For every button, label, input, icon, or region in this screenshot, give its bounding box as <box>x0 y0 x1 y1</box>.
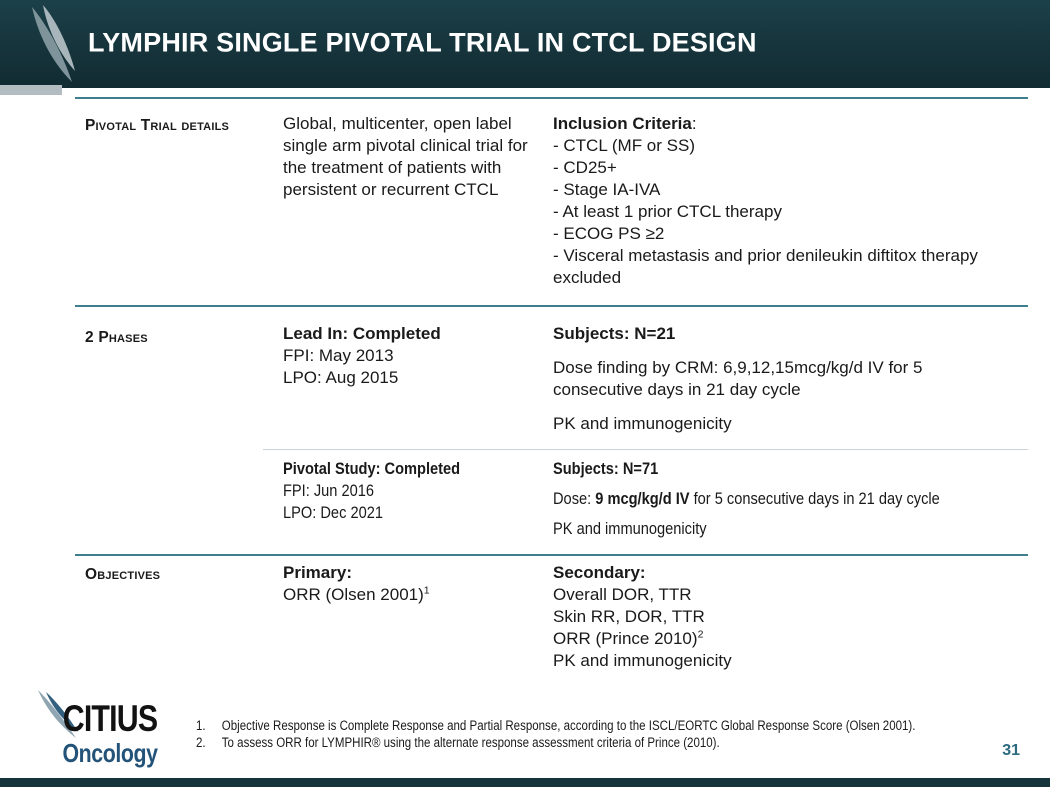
citius-logo: CITIUS Oncology <box>20 690 200 768</box>
pivotal-study-timeline: Pivotal Study: Completed FPI: Jun 2016 L… <box>283 458 553 540</box>
phase-divider <box>263 449 1028 450</box>
trial-description: Global, multicenter, open label single a… <box>283 114 528 199</box>
lead-in-subjects: Subjects: N=21 <box>553 324 676 343</box>
pivotal-study-details: Subjects: N=71 Dose: 9 mcg/kg/d IV for 5… <box>553 458 1028 540</box>
citius-logo-name: CITIUS <box>62 698 158 739</box>
pivotal-study-fpi: FPI: Jun 2016 <box>283 481 375 500</box>
footnote-number: 1. <box>196 718 206 733</box>
lead-in-phase: Lead In: Completed FPI: May 2013 LPO: Au… <box>283 307 1028 449</box>
lead-in-lpo: LPO: Aug 2015 <box>283 368 399 387</box>
table-row-pivotal-trial-details: Pivotal Trial details Global, multicente… <box>75 99 1028 305</box>
divider <box>75 97 1028 99</box>
page-number: 31 <box>1002 742 1020 759</box>
pivotal-study-subjects: Subjects: N=71 <box>553 459 659 478</box>
inclusion-criteria-heading: Inclusion Criteria: <box>553 114 697 133</box>
pivotal-study-title: Pivotal Study: Completed <box>283 459 461 478</box>
footnote: 2. To assess ORR for LYMPHIR® using the … <box>196 735 936 752</box>
inclusion-item: - CTCL (MF or SS) <box>553 136 695 155</box>
table-row-objectives: Objectives Primary: ORR (Olsen 2001)1 Se… <box>75 556 1028 682</box>
row-label: Pivotal Trial details <box>85 117 230 134</box>
citius-logo-subtitle: Oncology <box>62 738 158 768</box>
lead-in-dose: Dose finding by CRM: 6,9,12,15mcg/kg/d I… <box>553 358 923 399</box>
secondary-orr: ORR (Prince 2010)2 <box>553 628 704 648</box>
footnote-text: To assess ORR for LYMPHIR® using the alt… <box>221 734 720 750</box>
trial-description-cell: Global, multicenter, open label single a… <box>283 113 553 305</box>
divider <box>75 554 1028 556</box>
secondary-line: Skin RR, DOR, TTR <box>553 607 705 626</box>
pivotal-study-dose: Dose: 9 mcg/kg/d IV for 5 consecutive da… <box>553 489 940 508</box>
row-label: 2 Phases <box>85 329 148 346</box>
footnotes: 1. Objective Response is Complete Respon… <box>196 718 936 751</box>
inclusion-item: - CD25+ <box>553 158 617 177</box>
primary-heading: Primary: <box>283 563 352 582</box>
inclusion-item: - ECOG PS ≥2 <box>553 224 665 243</box>
pivotal-study-phase: Pivotal Study: Completed FPI: Jun 2016 L… <box>283 450 1028 554</box>
footnote-text: Objective Response is Complete Response … <box>221 718 916 733</box>
lead-in-pk: PK and immunogenicity <box>553 414 732 433</box>
secondary-objective-cell: Secondary: Overall DOR, TTR Skin RR, DOR… <box>553 562 1028 682</box>
primary-objective-cell: Primary: ORR (Olsen 2001)1 <box>283 562 553 682</box>
secondary-pk: PK and immunogenicity <box>553 651 732 670</box>
primary-orr: ORR (Olsen 2001)1 <box>283 584 430 604</box>
divider <box>75 305 1028 307</box>
secondary-line: Overall DOR, TTR <box>553 585 692 604</box>
inclusion-item: - Visceral metastasis and prior denileuk… <box>553 246 978 287</box>
pivotal-study-pk: PK and immunogenicity <box>553 519 707 538</box>
page-title: LYMPHIR SINGLE PIVOTAL TRIAL IN CTCL DES… <box>88 27 757 58</box>
phases-cell: Lead In: Completed FPI: May 2013 LPO: Au… <box>263 307 1028 554</box>
lead-in-details: Subjects: N=21 Dose finding by CRM: 6,9,… <box>553 323 1028 435</box>
trial-design-table: Pivotal Trial details Global, multicente… <box>75 97 1028 682</box>
inclusion-item: - Stage IA-IVA <box>553 180 661 199</box>
table-row-phases: 2 Phases Lead In: Completed FPI: May 201… <box>75 307 1028 554</box>
row-label: Objectives <box>85 566 161 583</box>
pivotal-study-lpo: LPO: Dec 2021 <box>283 503 383 522</box>
lead-in-title: Lead In: Completed <box>283 324 441 343</box>
inclusion-criteria-cell: Inclusion Criteria: - CTCL (MF or SS) - … <box>553 113 1028 305</box>
footnote-number: 2. <box>196 734 206 750</box>
lead-in-timeline: Lead In: Completed FPI: May 2013 LPO: Au… <box>283 323 553 435</box>
footnote: 1. Objective Response is Complete Respon… <box>196 718 936 735</box>
lead-in-fpi: FPI: May 2013 <box>283 346 394 365</box>
inclusion-item: - At least 1 prior CTCL therapy <box>553 202 782 221</box>
header-accent-tab <box>0 85 62 95</box>
secondary-heading: Secondary: <box>553 563 646 582</box>
footer-bar <box>0 778 1050 787</box>
citius-swoosh-icon <box>38 690 78 738</box>
feather-logo-icon <box>32 5 75 82</box>
slide-header: LYMPHIR SINGLE PIVOTAL TRIAL IN CTCL DES… <box>0 0 1050 88</box>
